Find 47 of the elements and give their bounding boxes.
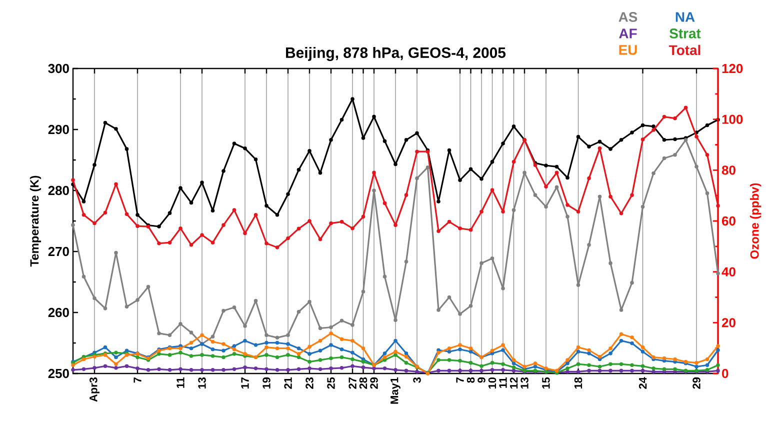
x-tick-label: 27 <box>348 378 356 389</box>
y-tick-label: 280 <box>48 186 69 196</box>
y-axis-title: Temperature (K) <box>30 176 42 267</box>
text: Total <box>669 44 700 56</box>
x-tick-label: 25 <box>327 377 335 389</box>
text: AS <box>618 12 638 22</box>
x-tick-label: 28 <box>359 377 368 389</box>
x-tick-label: 19 <box>262 377 270 389</box>
x-tick-label: 3 <box>413 377 421 383</box>
x-tick-label: 21 <box>284 377 292 389</box>
x-tick-label: 11 <box>176 377 184 388</box>
x-tick-label: 13 <box>198 377 206 389</box>
y2-tick-label: 100 <box>722 114 743 124</box>
x-tick-label: 8 <box>466 377 475 383</box>
x-tick-label: 24 <box>638 377 647 389</box>
y2-tick-label: 20 <box>722 318 736 328</box>
text: Strat <box>670 28 701 38</box>
y2-tick-label: 60 <box>722 216 736 226</box>
x-tick-label: 29 <box>370 377 378 389</box>
x-tick-label: 11 <box>499 377 507 388</box>
text: EU <box>619 45 637 55</box>
y2-tick-label: 80 <box>722 166 736 175</box>
x-tick-label: 7 <box>134 378 142 383</box>
x-tick-label: 12 <box>510 377 518 389</box>
x-tick-label: 9 <box>478 377 486 383</box>
y2-axis-title: Ozone (ppbv) <box>750 183 762 259</box>
y2-tick-label: 40 <box>722 267 736 276</box>
y-tick-label: 250 <box>48 368 69 378</box>
y2-tick-label: 120 <box>722 64 743 74</box>
x-tick-label: Apr3 <box>90 377 100 402</box>
y-tick-label: 260 <box>48 308 69 318</box>
x-tick-label: May1 <box>390 377 400 404</box>
y2-tick-label: 0 <box>722 368 728 378</box>
x-tick-label: 18 <box>574 377 582 389</box>
y-tick-label: 270 <box>48 246 69 256</box>
text: AF <box>619 28 637 38</box>
x-tick-label: 13 <box>520 377 528 389</box>
y-tick-label: 300 <box>48 64 69 74</box>
x-tick-label: 17 <box>241 378 249 389</box>
x-tick-label: 23 <box>306 377 314 389</box>
x-tick-label: 29 <box>692 377 700 389</box>
text: NA <box>676 12 695 22</box>
y-tick-label: 290 <box>48 124 69 134</box>
x-tick-label: 7 <box>456 378 464 383</box>
x-tick-label: 10 <box>488 377 496 389</box>
chart-title: Beijing, 878 hPa, GEOS-4, 2005 <box>286 47 506 61</box>
x-tick-label: 15 <box>542 377 550 389</box>
